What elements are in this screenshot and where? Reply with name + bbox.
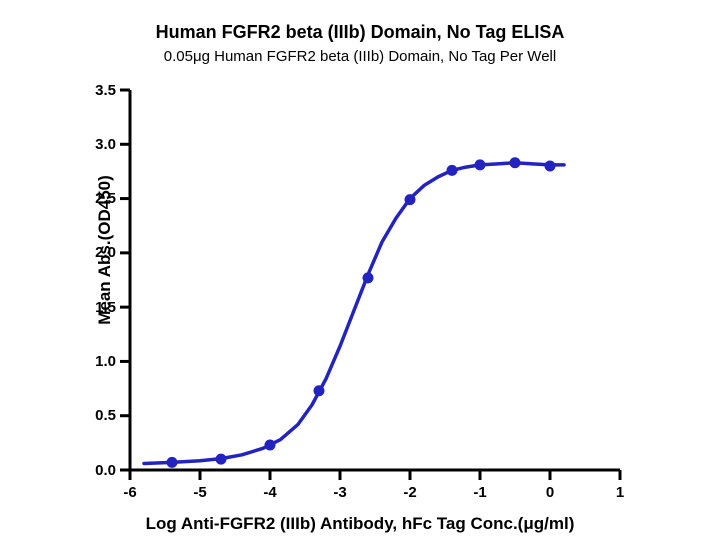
y-tick-label: 0.0 (95, 462, 116, 479)
elisa-chart: Human FGFR2 beta (IIIb) Domain, No Tag E… (0, 0, 720, 560)
x-tick-label: -3 (325, 484, 355, 501)
x-tick-label: -2 (395, 484, 425, 501)
x-tick-label: -6 (115, 484, 145, 501)
x-axis-label: Log Anti-FGFR2 (IIIb) Antibody, hFc Tag … (0, 514, 720, 534)
y-tick-label: 3.0 (95, 136, 116, 153)
y-tick-label: 1.5 (95, 299, 116, 316)
x-tick-label: -5 (185, 484, 215, 501)
x-tick-label: 1 (605, 484, 635, 501)
plot-svg (110, 70, 640, 490)
y-tick-label: 0.5 (95, 407, 116, 424)
y-tick-label: 3.5 (95, 82, 116, 99)
x-tick-label: -1 (465, 484, 495, 501)
y-tick-label: 2.0 (95, 244, 116, 261)
y-tick-label: 1.0 (95, 353, 116, 370)
x-tick-label: 0 (535, 484, 565, 501)
y-tick-label: 2.5 (95, 190, 116, 207)
x-tick-label: -4 (255, 484, 285, 501)
